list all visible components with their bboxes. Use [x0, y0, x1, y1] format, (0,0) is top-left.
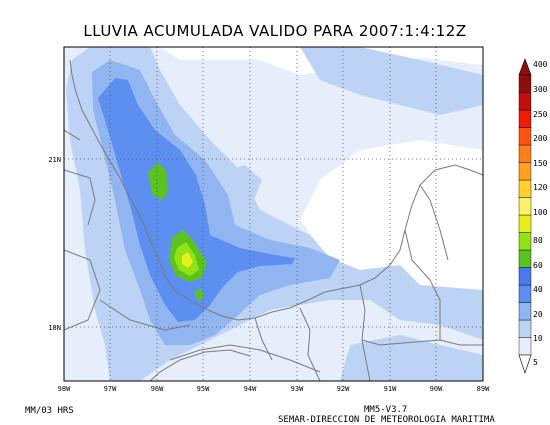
- lon-tick-label: 95W: [197, 385, 210, 393]
- lon-tick-label: 92W: [337, 385, 350, 393]
- legend-swatch: [518, 302, 532, 321]
- lon-tick-label: 89W: [477, 385, 490, 393]
- lat-tick-labels: 21N 18N: [48, 156, 61, 332]
- lon-tick-label: 97W: [104, 385, 117, 393]
- legend-swatch: [518, 179, 532, 198]
- legend-label: 10: [533, 334, 543, 343]
- lon-tick-label: 90W: [430, 385, 443, 393]
- lat-tick-label: 18N: [48, 324, 61, 332]
- legend-swatch: [518, 214, 532, 233]
- color-legend: 5 10 20 40 60 80 100 120 150 200 250 300 400: [518, 58, 548, 374]
- lon-tick-label: 94W: [244, 385, 257, 393]
- rain-contour-40: [98, 78, 295, 322]
- legend-label: 60: [533, 261, 543, 270]
- legend-swatch: [518, 127, 532, 146]
- legend-swatch: [518, 92, 532, 111]
- legend-bottom-cap: [518, 354, 532, 374]
- legend-label: 300: [533, 85, 548, 94]
- footer-agency: SEMAR-DIRECCION DE METEOROLOGIA MARITIMA: [278, 415, 495, 425]
- legend-label: 20: [533, 310, 543, 319]
- rain-contour-10b: [300, 47, 483, 115]
- legend-label: 150: [533, 159, 548, 168]
- pacific-coast: [149, 349, 251, 381]
- coastlines: [64, 59, 483, 381]
- legend-label: 80: [533, 236, 543, 245]
- legend-label: 400: [533, 60, 548, 69]
- lon-tick-label: 98W: [58, 385, 71, 393]
- legend-swatch: [518, 337, 532, 356]
- legend-swatch: [518, 162, 532, 181]
- lon-tick-label: 93W: [291, 385, 304, 393]
- legend-label: 40: [533, 285, 543, 294]
- gulf-coastline: [69, 59, 483, 321]
- rain-contour-10e: [340, 335, 483, 381]
- lat-tick-label: 21N: [48, 156, 61, 164]
- footer-model: MM5-V3.7: [364, 405, 408, 415]
- legend-swatch: [518, 284, 532, 303]
- rain-contour-60a: [148, 163, 168, 200]
- rain-contours: [64, 47, 483, 381]
- legend-swatch: [518, 144, 532, 163]
- legend-swatch: [518, 319, 532, 338]
- map-title: LLUVIA ACUMULADA VALIDO PARA 2007:1:4:12…: [83, 22, 467, 40]
- legend-swatch: [518, 267, 532, 286]
- rain-contour-60c: [194, 288, 204, 302]
- plot-frame: [63, 46, 484, 382]
- legend-label: 120: [533, 183, 548, 192]
- footer-interval: MM/03 HRS: [25, 406, 74, 416]
- legend-label: 100: [533, 208, 548, 217]
- legend-top-cap: [518, 58, 532, 76]
- legend-swatch: [518, 249, 532, 268]
- lon-tick-labels: 98W 97W 96W 95W 94W 93W 92W 91W 90W 89W: [58, 385, 490, 393]
- rain-contour-100: [182, 252, 193, 268]
- legend-label: 200: [533, 134, 548, 143]
- state-borders: [64, 129, 483, 381]
- footer-credits: MM5-V3.7 SEMAR-DIRECCION DE METEOROLOGIA…: [278, 405, 495, 425]
- legend-swatch: [518, 74, 532, 93]
- legend-label: 5: [533, 358, 538, 367]
- legend-swatch: [518, 232, 532, 251]
- legend-swatch: [518, 197, 532, 216]
- legend-swatch: [518, 109, 532, 128]
- lon-tick-label: 91W: [384, 385, 397, 393]
- lon-tick-label: 96W: [151, 385, 164, 393]
- legend-label: 250: [533, 110, 548, 119]
